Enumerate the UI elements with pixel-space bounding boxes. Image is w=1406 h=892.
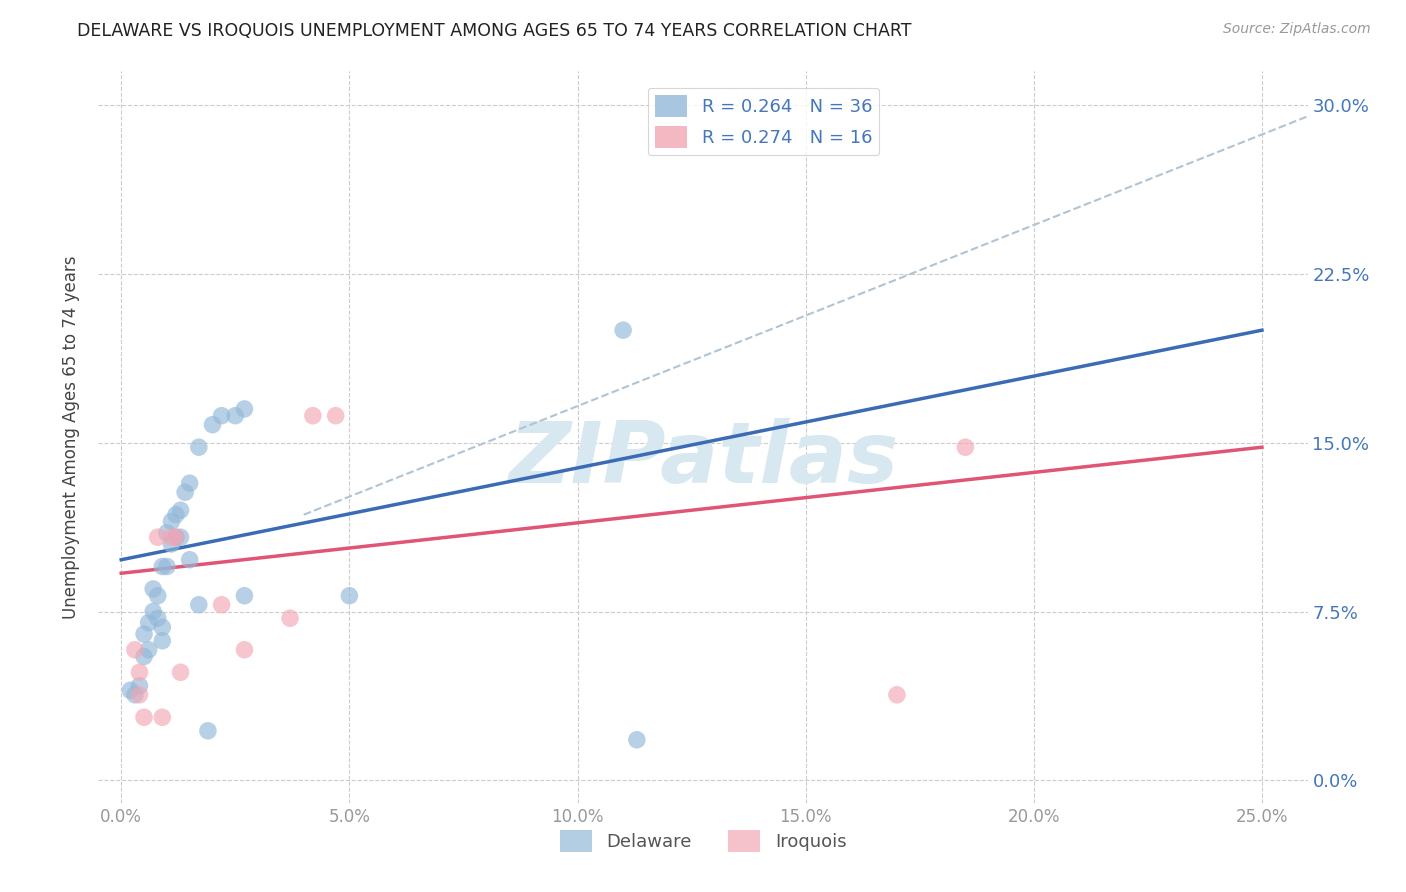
Point	[160, 515, 183, 529]
Point	[138, 642, 160, 657]
Point	[886, 688, 908, 702]
Point	[146, 611, 169, 625]
Point	[146, 530, 169, 544]
Point	[278, 611, 301, 625]
Point	[174, 485, 197, 500]
Point	[132, 649, 155, 664]
Point	[169, 530, 191, 544]
Y-axis label: Unemployment Among Ages 65 to 74 years: Unemployment Among Ages 65 to 74 years	[62, 255, 80, 619]
Point	[128, 665, 150, 680]
Point	[150, 620, 173, 634]
Point	[150, 633, 173, 648]
Point	[325, 409, 347, 423]
Point	[626, 732, 648, 747]
Point	[233, 642, 256, 657]
Point	[197, 723, 219, 738]
Point	[233, 589, 256, 603]
Point	[160, 537, 183, 551]
Point	[955, 440, 977, 454]
Point	[146, 589, 169, 603]
Point	[160, 530, 183, 544]
Point	[179, 553, 201, 567]
Point	[150, 559, 173, 574]
Point	[142, 582, 165, 596]
Point	[132, 710, 155, 724]
Point	[132, 627, 155, 641]
Point	[138, 615, 160, 630]
Point	[224, 409, 246, 423]
Point	[187, 440, 209, 454]
Text: ZIPatlas: ZIPatlas	[508, 417, 898, 500]
Point	[124, 642, 146, 657]
Point	[169, 665, 191, 680]
Point	[169, 503, 191, 517]
Legend: Delaware, Iroquois: Delaware, Iroquois	[553, 823, 853, 860]
Point	[156, 525, 179, 540]
Point	[124, 688, 146, 702]
Text: Source: ZipAtlas.com: Source: ZipAtlas.com	[1223, 22, 1371, 37]
Point	[165, 530, 187, 544]
Point	[128, 688, 150, 702]
Point	[302, 409, 325, 423]
Point	[187, 598, 209, 612]
Point	[612, 323, 634, 337]
Point	[165, 508, 187, 522]
Point	[128, 679, 150, 693]
Point	[120, 683, 142, 698]
Point	[179, 476, 201, 491]
Point	[165, 530, 187, 544]
Point	[211, 598, 233, 612]
Point	[150, 710, 173, 724]
Point	[211, 409, 233, 423]
Text: DELAWARE VS IROQUOIS UNEMPLOYMENT AMONG AGES 65 TO 74 YEARS CORRELATION CHART: DELAWARE VS IROQUOIS UNEMPLOYMENT AMONG …	[77, 22, 912, 40]
Point	[142, 605, 165, 619]
Point	[201, 417, 224, 432]
Point	[233, 401, 256, 416]
Point	[337, 589, 360, 603]
Point	[156, 559, 179, 574]
